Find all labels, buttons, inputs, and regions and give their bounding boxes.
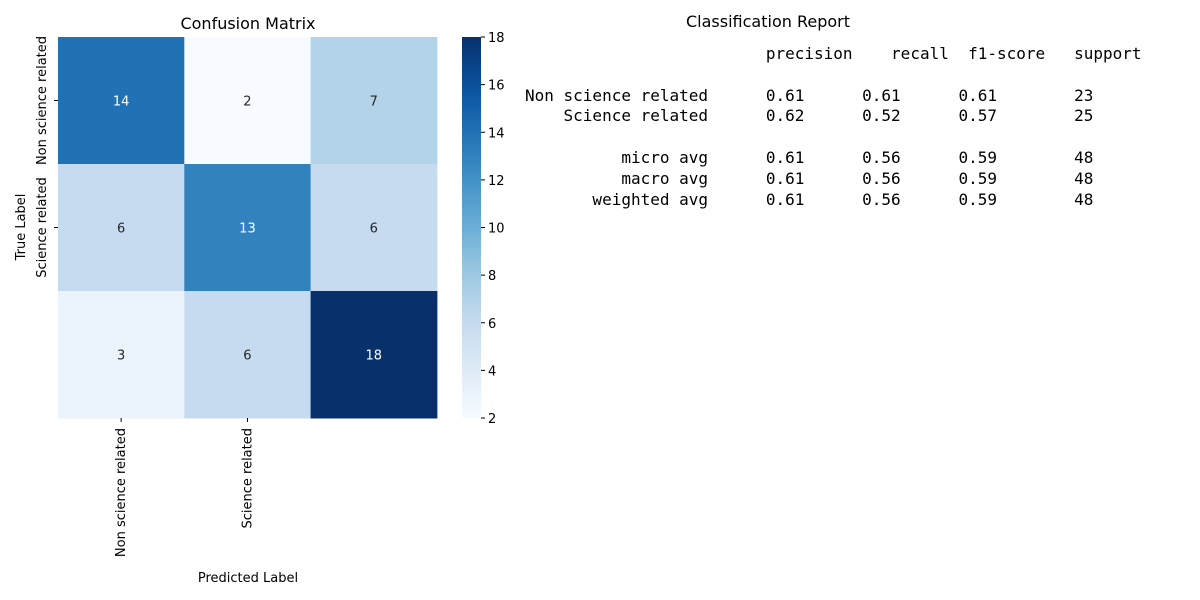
cell-value: 6 bbox=[370, 222, 378, 237]
cell-value: 2 bbox=[243, 95, 251, 110]
y-tick-label: Non science related bbox=[35, 36, 50, 165]
report-title: Classification Report bbox=[686, 12, 850, 31]
colorbar-tick-label: 16 bbox=[488, 79, 505, 94]
heatmap-cell bbox=[310, 37, 438, 165]
y-tick-label: Science related bbox=[35, 177, 50, 278]
colorbar-tick-label: 12 bbox=[488, 174, 505, 189]
cell-value: 3 bbox=[117, 349, 125, 364]
cell-value: 14 bbox=[113, 95, 130, 110]
x-tick-label: Science related bbox=[240, 428, 255, 529]
heatmap-cell bbox=[184, 37, 312, 165]
colorbar-tick-label: 14 bbox=[488, 126, 505, 141]
confusion-matrix-chart: Confusion Matrix 14 2 7 6 13 6 3 6 18 Non scienc… bbox=[14, 14, 505, 586]
heatmap-cell bbox=[184, 164, 312, 292]
x-axis-label: Predicted Label bbox=[198, 571, 298, 586]
chart-title: Confusion Matrix bbox=[180, 14, 315, 33]
colorbar bbox=[462, 37, 481, 418]
cell-value: 6 bbox=[243, 349, 251, 364]
colorbar-tick-label: 6 bbox=[488, 317, 496, 332]
heatmap-cell bbox=[58, 37, 185, 165]
colorbar-tick-label: 4 bbox=[488, 364, 496, 379]
cell-value: 7 bbox=[370, 95, 378, 110]
heatmap-cell bbox=[58, 164, 185, 292]
classification-report-table: precision recall f1-score support Non sc… bbox=[525, 44, 1142, 209]
cell-value: 13 bbox=[239, 222, 256, 237]
cell-value: 6 bbox=[117, 222, 125, 237]
y-axis-label: True Label bbox=[14, 194, 29, 262]
cell-value: 18 bbox=[365, 349, 382, 364]
x-tick-labels: Non science related Science related bbox=[114, 418, 255, 557]
heatmap-cell bbox=[184, 291, 312, 419]
x-tick-label: Non science related bbox=[114, 428, 129, 557]
colorbar-tick-label: 2 bbox=[488, 412, 496, 427]
heatmap-cell bbox=[58, 291, 185, 419]
heatmap-cells: 14 2 7 6 13 6 3 6 18 bbox=[58, 37, 438, 419]
heatmap-cell bbox=[310, 164, 438, 292]
colorbar-tick-label: 18 bbox=[488, 31, 505, 46]
heatmap-cell bbox=[310, 291, 438, 419]
colorbar-ticks: 2 4 6 8 10 12 14 16 18 bbox=[481, 31, 505, 427]
colorbar-tick-label: 10 bbox=[488, 222, 505, 237]
colorbar-tick-label: 8 bbox=[488, 269, 496, 284]
y-tick-labels: Non science related Science related bbox=[35, 36, 58, 278]
